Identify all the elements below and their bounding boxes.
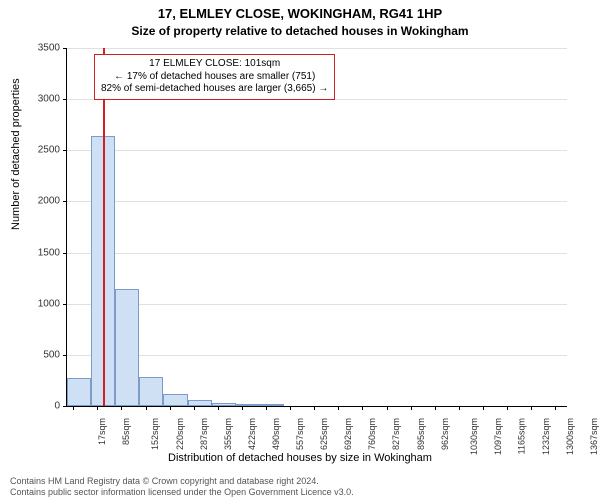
footer-attribution: Contains HM Land Registry data © Crown c… bbox=[10, 476, 354, 498]
xtick-mark bbox=[435, 406, 436, 410]
annotation-line-3: 82% of semi-detached houses are larger (… bbox=[101, 83, 328, 96]
xtick-label: 17sqm bbox=[97, 418, 107, 445]
xtick-mark bbox=[314, 406, 315, 410]
histogram-bar bbox=[236, 404, 260, 406]
ytick-label: 2000 bbox=[20, 196, 60, 207]
plot-area bbox=[66, 48, 567, 407]
ytick-label: 1000 bbox=[20, 298, 60, 309]
histogram-bar bbox=[212, 403, 236, 406]
ytick-label: 500 bbox=[20, 349, 60, 360]
xtick-label: 760sqm bbox=[367, 418, 377, 450]
xtick-label: 287sqm bbox=[199, 418, 209, 450]
xtick-mark bbox=[73, 406, 74, 410]
xtick-label: 422sqm bbox=[247, 418, 257, 450]
xtick-label: 692sqm bbox=[343, 418, 353, 450]
xtick-label: 895sqm bbox=[416, 418, 426, 450]
x-axis-label: Distribution of detached houses by size … bbox=[0, 452, 600, 464]
xtick-mark bbox=[387, 406, 388, 410]
gridline bbox=[67, 355, 567, 356]
gridline bbox=[67, 48, 567, 49]
xtick-label: 557sqm bbox=[295, 418, 305, 450]
xtick-mark bbox=[483, 406, 484, 410]
gridline bbox=[67, 150, 567, 151]
ytick-mark bbox=[63, 150, 67, 151]
xtick-mark bbox=[266, 406, 267, 410]
xtick-label: 962sqm bbox=[440, 418, 450, 450]
gridline bbox=[67, 201, 567, 202]
xtick-mark bbox=[242, 406, 243, 410]
gridline bbox=[67, 304, 567, 305]
xtick-mark bbox=[218, 406, 219, 410]
subtitle: Size of property relative to detached ho… bbox=[0, 24, 600, 38]
xtick-mark bbox=[531, 406, 532, 410]
ytick-mark bbox=[63, 99, 67, 100]
gridline bbox=[67, 253, 567, 254]
histogram-bar bbox=[163, 394, 187, 406]
xtick-label: 1097sqm bbox=[493, 418, 503, 455]
ytick-mark bbox=[63, 253, 67, 254]
property-marker-line bbox=[103, 48, 105, 406]
ytick-label: 3500 bbox=[20, 43, 60, 54]
annotation-line-1: 17 ELMLEY CLOSE: 101sqm bbox=[101, 58, 328, 71]
ytick-mark bbox=[63, 304, 67, 305]
xtick-mark bbox=[362, 406, 363, 410]
ytick-label: 0 bbox=[20, 401, 60, 412]
xtick-mark bbox=[411, 406, 412, 410]
xtick-mark bbox=[338, 406, 339, 410]
xtick-mark bbox=[507, 406, 508, 410]
xtick-label: 1367sqm bbox=[589, 418, 599, 455]
histogram-bar bbox=[260, 404, 284, 406]
xtick-mark bbox=[555, 406, 556, 410]
xtick-mark bbox=[146, 406, 147, 410]
xtick-mark bbox=[121, 406, 122, 410]
xtick-mark bbox=[290, 406, 291, 410]
annotation-box: 17 ELMLEY CLOSE: 101sqm ← 17% of detache… bbox=[94, 54, 335, 100]
xtick-label: 1030sqm bbox=[469, 418, 479, 455]
ytick-mark bbox=[63, 355, 67, 356]
xtick-label: 220sqm bbox=[175, 418, 185, 450]
histogram-bar bbox=[139, 377, 163, 406]
histogram-bar bbox=[67, 378, 91, 406]
xtick-label: 85sqm bbox=[121, 418, 131, 445]
ytick-label: 3000 bbox=[20, 94, 60, 105]
page-title: 17, ELMLEY CLOSE, WOKINGHAM, RG41 1HP bbox=[0, 0, 600, 22]
xtick-label: 1232sqm bbox=[541, 418, 551, 455]
footer-line-1: Contains HM Land Registry data © Crown c… bbox=[10, 476, 354, 487]
xtick-label: 152sqm bbox=[150, 418, 160, 450]
xtick-mark bbox=[170, 406, 171, 410]
histogram-bar bbox=[115, 289, 139, 406]
xtick-label: 625sqm bbox=[319, 418, 329, 450]
footer-line-2: Contains public sector information licen… bbox=[10, 487, 354, 498]
ytick-label: 2500 bbox=[20, 145, 60, 156]
xtick-label: 1300sqm bbox=[565, 418, 575, 455]
xtick-label: 827sqm bbox=[391, 418, 401, 450]
ytick-label: 1500 bbox=[20, 247, 60, 258]
ytick-mark bbox=[63, 201, 67, 202]
ytick-mark bbox=[63, 48, 67, 49]
xtick-mark bbox=[194, 406, 195, 410]
xtick-label: 1165sqm bbox=[516, 418, 526, 454]
annotation-line-2: ← 17% of detached houses are smaller (75… bbox=[101, 71, 328, 84]
xtick-mark bbox=[97, 406, 98, 410]
xtick-label: 355sqm bbox=[223, 418, 233, 450]
chart-container: { "title": "17, ELMLEY CLOSE, WOKINGHAM,… bbox=[0, 0, 600, 500]
xtick-label: 490sqm bbox=[271, 418, 281, 450]
histogram-bar bbox=[188, 400, 212, 406]
ytick-mark bbox=[63, 406, 67, 407]
histogram-chart: 17 ELMLEY CLOSE: 101sqm ← 17% of detache… bbox=[66, 48, 566, 406]
xtick-mark bbox=[459, 406, 460, 410]
